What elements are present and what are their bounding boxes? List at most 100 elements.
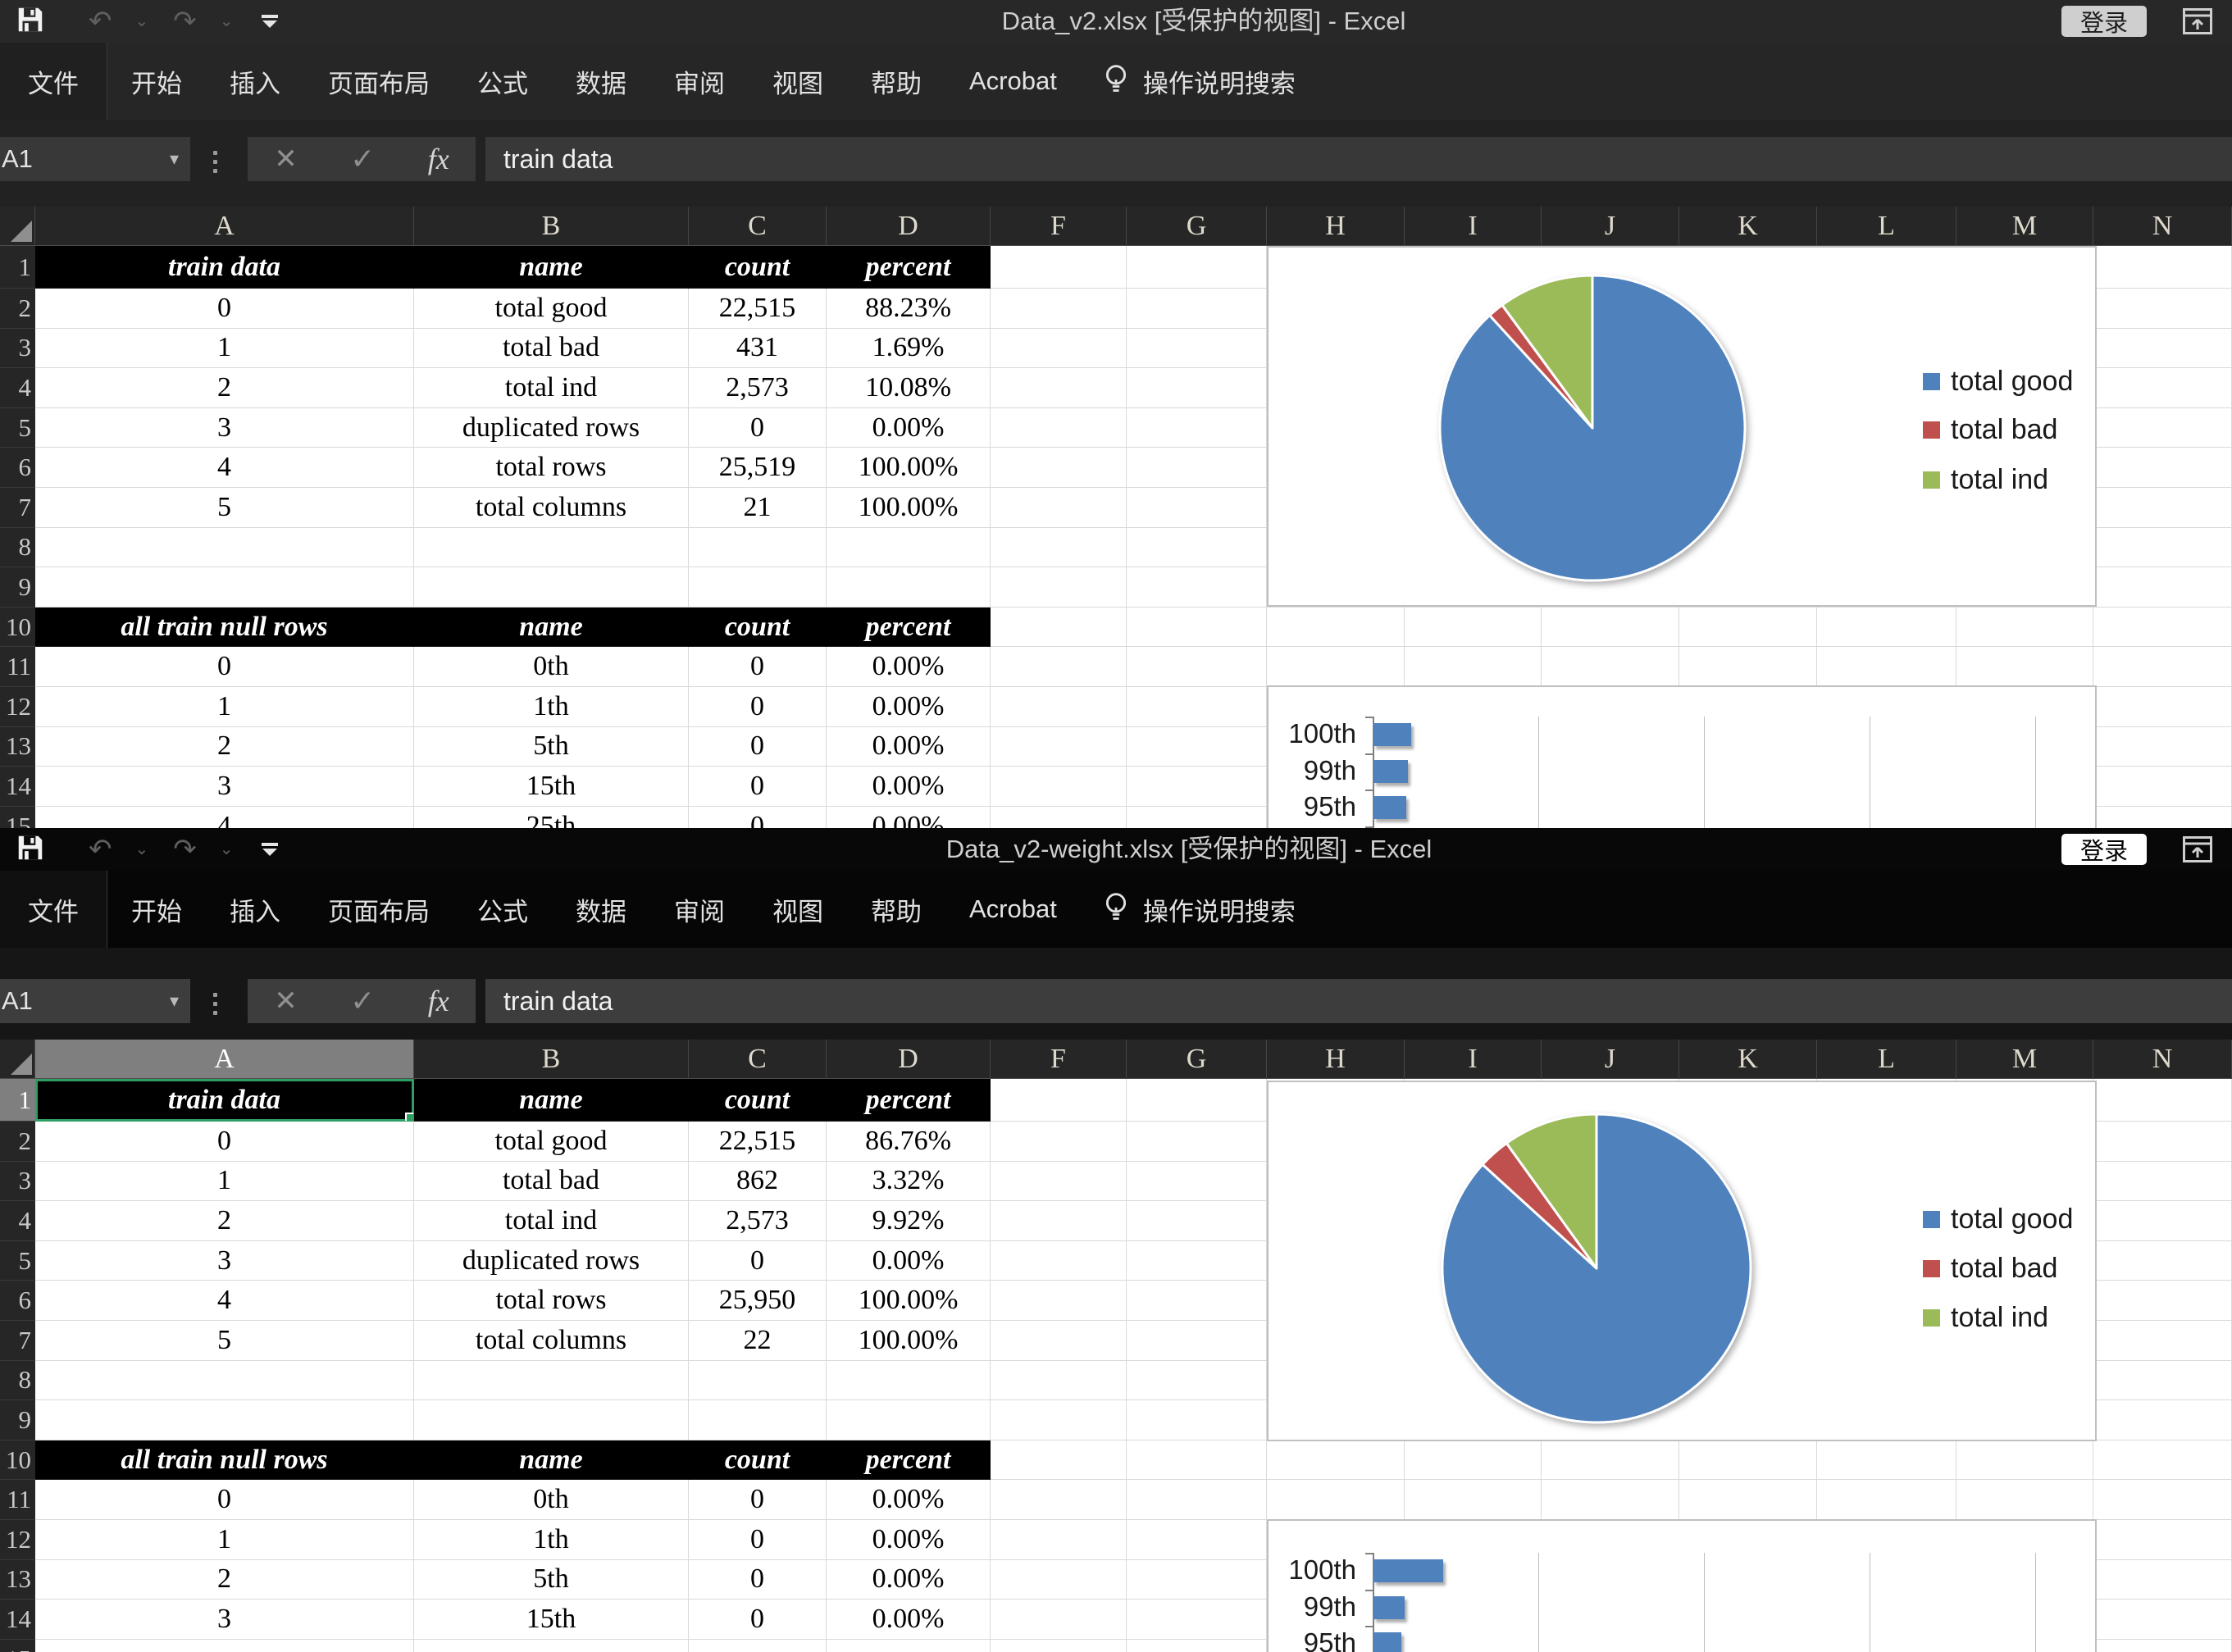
save-icon[interactable] bbox=[15, 4, 46, 39]
cell-A4[interactable]: 2 bbox=[35, 368, 414, 408]
cell-B2[interactable]: total good bbox=[414, 289, 689, 329]
cell-N10[interactable] bbox=[2093, 607, 2232, 648]
cell-D6[interactable]: 100.00% bbox=[827, 448, 991, 488]
cell-B10[interactable]: name bbox=[414, 1440, 689, 1481]
cell-F2[interactable] bbox=[991, 289, 1127, 329]
cell-D8[interactable] bbox=[827, 527, 991, 568]
cell-D14[interactable]: 0.00% bbox=[827, 767, 991, 807]
column-header-F[interactable]: F bbox=[991, 207, 1127, 246]
cell-F3[interactable] bbox=[991, 1161, 1127, 1202]
tab-9[interactable]: Acrobat bbox=[969, 894, 1057, 923]
name-box[interactable]: A1 ▾ bbox=[0, 137, 190, 181]
column-header-H[interactable]: H bbox=[1267, 207, 1405, 246]
cell-F7[interactable] bbox=[991, 1320, 1127, 1361]
cell-G3[interactable] bbox=[1127, 1161, 1267, 1202]
cell-D3[interactable]: 1.69% bbox=[827, 328, 991, 369]
row-header-2[interactable]: 2 bbox=[0, 289, 35, 329]
cell-D10[interactable]: percent bbox=[827, 1440, 991, 1481]
cell-C7[interactable]: 21 bbox=[689, 487, 827, 528]
save-icon[interactable] bbox=[15, 832, 46, 867]
cell-J11[interactable] bbox=[1542, 647, 1679, 687]
tab-1[interactable]: 开始 bbox=[131, 69, 182, 98]
cell-F9[interactable] bbox=[991, 567, 1127, 608]
column-header-A[interactable]: A bbox=[35, 207, 414, 246]
column-header-G[interactable]: G bbox=[1127, 207, 1267, 246]
cell-F14[interactable] bbox=[991, 1600, 1127, 1640]
cell-F15[interactable] bbox=[991, 1639, 1127, 1652]
cell-A2[interactable]: 0 bbox=[35, 1122, 414, 1162]
cell-F4[interactable] bbox=[991, 368, 1127, 408]
cell-A15[interactable] bbox=[35, 1639, 414, 1652]
cell-N4[interactable] bbox=[2093, 1201, 2232, 1241]
column-header-L[interactable]: L bbox=[1817, 1040, 1956, 1079]
cell-F14[interactable] bbox=[991, 767, 1127, 807]
name-box[interactable]: A1 ▾ bbox=[0, 979, 190, 1023]
cell-F11[interactable] bbox=[991, 647, 1127, 687]
cell-N4[interactable] bbox=[2093, 368, 2232, 408]
formula-input[interactable]: train data bbox=[485, 137, 2232, 181]
cell-B8[interactable] bbox=[414, 1360, 689, 1401]
cell-A7[interactable]: 5 bbox=[35, 1320, 414, 1361]
cell-B6[interactable]: total rows bbox=[414, 1281, 689, 1321]
cell-N5[interactable] bbox=[2093, 407, 2232, 448]
cell-N3[interactable] bbox=[2093, 1161, 2232, 1202]
cell-G8[interactable] bbox=[1127, 1360, 1267, 1401]
select-all-corner[interactable] bbox=[0, 207, 35, 246]
cell-C1[interactable]: count bbox=[689, 246, 827, 289]
bar-100th[interactable] bbox=[1373, 723, 1411, 747]
cell-G2[interactable] bbox=[1127, 1122, 1267, 1162]
column-header-D[interactable]: D bbox=[827, 207, 991, 246]
cell-A5[interactable]: 3 bbox=[35, 1240, 414, 1281]
tab-8[interactable]: 帮助 bbox=[871, 69, 922, 98]
cell-A13[interactable]: 2 bbox=[35, 726, 414, 767]
cell-H11[interactable] bbox=[1267, 647, 1405, 687]
cell-B2[interactable]: total good bbox=[414, 1122, 689, 1162]
tab-6[interactable]: 审阅 bbox=[674, 69, 725, 98]
bar-chart[interactable]: 100th 99th 95th bbox=[1267, 685, 2097, 828]
column-header-I[interactable]: I bbox=[1405, 207, 1542, 246]
undo-icon[interactable]: ↶ bbox=[89, 834, 112, 865]
cell-I11[interactable] bbox=[1405, 1480, 1542, 1520]
cell-N9[interactable] bbox=[2093, 1400, 2232, 1440]
cell-G15[interactable] bbox=[1127, 1639, 1267, 1652]
tell-me-search[interactable]: 操作说明搜索 bbox=[1102, 63, 1296, 100]
tab-7[interactable]: 视图 bbox=[772, 69, 823, 98]
bar-95th[interactable] bbox=[1373, 796, 1406, 820]
column-header-L[interactable]: L bbox=[1817, 207, 1956, 246]
cell-C11[interactable]: 0 bbox=[689, 647, 827, 687]
column-header-M[interactable]: M bbox=[1956, 207, 2093, 246]
cell-F13[interactable] bbox=[991, 726, 1127, 767]
cell-D1[interactable]: percent bbox=[827, 1079, 991, 1122]
column-header-D[interactable]: D bbox=[827, 1040, 991, 1079]
cell-D7[interactable]: 100.00% bbox=[827, 1320, 991, 1361]
row-header-12[interactable]: 12 bbox=[0, 1519, 35, 1560]
insert-function-icon[interactable]: fx bbox=[427, 143, 449, 175]
cell-F6[interactable] bbox=[991, 1281, 1127, 1321]
cell-F2[interactable] bbox=[991, 1122, 1127, 1162]
cell-K10[interactable] bbox=[1679, 607, 1817, 648]
row-header-1[interactable]: 1 bbox=[0, 246, 35, 289]
cell-B14[interactable]: 15th bbox=[414, 767, 689, 807]
cell-C6[interactable]: 25,950 bbox=[689, 1281, 827, 1321]
cell-D15[interactable]: 0.00% bbox=[827, 806, 991, 828]
cell-H11[interactable] bbox=[1267, 1480, 1405, 1520]
cell-G7[interactable] bbox=[1127, 1320, 1267, 1361]
cell-N11[interactable] bbox=[2093, 1480, 2232, 1520]
cell-J10[interactable] bbox=[1542, 607, 1679, 648]
cell-B3[interactable]: total bad bbox=[414, 328, 689, 369]
tab-1[interactable]: 开始 bbox=[131, 897, 182, 926]
cell-L10[interactable] bbox=[1817, 607, 1956, 648]
cell-A7[interactable]: 5 bbox=[35, 487, 414, 528]
cell-D11[interactable]: 0.00% bbox=[827, 647, 991, 687]
cell-M10[interactable] bbox=[1956, 607, 2093, 648]
row-header-10[interactable]: 10 bbox=[0, 1440, 35, 1481]
cell-N1[interactable] bbox=[2093, 246, 2232, 289]
cell-C10[interactable]: count bbox=[689, 607, 827, 648]
cell-C4[interactable]: 2,573 bbox=[689, 1201, 827, 1241]
cell-B11[interactable]: 0th bbox=[414, 1480, 689, 1520]
cell-G5[interactable] bbox=[1127, 1240, 1267, 1281]
column-header-B[interactable]: B bbox=[414, 1040, 689, 1079]
cell-C9[interactable] bbox=[689, 1400, 827, 1440]
cell-F10[interactable] bbox=[991, 1440, 1127, 1481]
cell-A4[interactable]: 2 bbox=[35, 1201, 414, 1241]
